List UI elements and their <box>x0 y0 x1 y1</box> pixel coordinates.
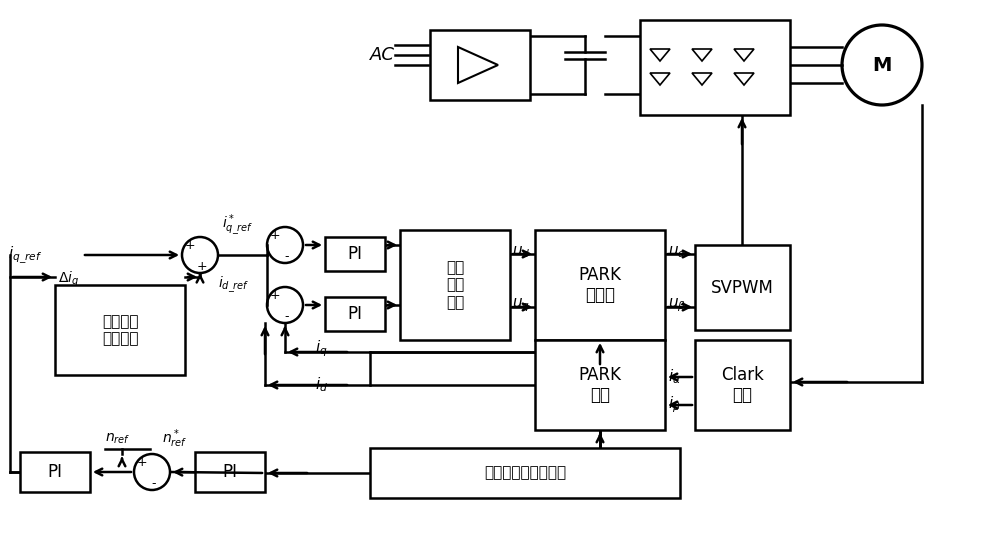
Text: Clark
变换: Clark 变换 <box>721 365 764 404</box>
Text: PI: PI <box>348 245 363 263</box>
FancyBboxPatch shape <box>535 230 665 340</box>
Text: PI: PI <box>223 463 238 481</box>
Text: -: - <box>285 250 289 263</box>
FancyBboxPatch shape <box>195 452 265 492</box>
Text: $u_\alpha$: $u_\alpha$ <box>668 244 687 260</box>
Text: -: - <box>152 477 156 490</box>
FancyBboxPatch shape <box>400 230 510 340</box>
Text: +: + <box>137 456 147 468</box>
Text: $i_\alpha$: $i_\alpha$ <box>668 368 681 387</box>
Text: $i_q$: $i_q$ <box>315 339 328 359</box>
FancyBboxPatch shape <box>430 30 530 100</box>
Text: $n_{ref}$: $n_{ref}$ <box>105 432 130 446</box>
Text: $n^*_{ref}$: $n^*_{ref}$ <box>162 428 187 450</box>
Text: $i_{d\_ref}$: $i_{d\_ref}$ <box>218 275 250 295</box>
Text: +: + <box>185 238 195 252</box>
Text: +: + <box>196 260 207 273</box>
Text: +: + <box>270 228 280 242</box>
Text: M: M <box>872 56 892 75</box>
Text: $i_\beta$: $i_\beta$ <box>668 395 681 416</box>
Text: PARK
变换: PARK 变换 <box>578 365 622 404</box>
FancyBboxPatch shape <box>640 20 790 115</box>
FancyBboxPatch shape <box>535 340 665 430</box>
Text: PARK
反变换: PARK 反变换 <box>578 266 622 304</box>
Text: $i_d$: $i_d$ <box>315 375 328 394</box>
FancyBboxPatch shape <box>695 245 790 330</box>
Text: PI: PI <box>48 463 63 481</box>
Text: 转速计算和位置估算: 转速计算和位置估算 <box>484 466 566 481</box>
FancyBboxPatch shape <box>325 237 385 271</box>
Text: $i^*_{q\_ref}$: $i^*_{q\_ref}$ <box>222 212 254 238</box>
Text: $u_\beta$: $u_\beta$ <box>668 296 686 314</box>
Text: +: + <box>270 289 280 301</box>
Text: AC: AC <box>370 46 395 64</box>
FancyBboxPatch shape <box>20 452 90 492</box>
FancyBboxPatch shape <box>325 297 385 331</box>
Text: SVPWM: SVPWM <box>711 278 774 296</box>
Text: -: - <box>285 310 289 323</box>
Text: PI: PI <box>348 305 363 323</box>
Text: 扭矩补偿
曲线计算: 扭矩补偿 曲线计算 <box>102 314 138 346</box>
Text: $u_q$: $u_q$ <box>512 296 530 314</box>
FancyBboxPatch shape <box>55 285 185 375</box>
Text: $i_{q\_ref}$: $i_{q\_ref}$ <box>8 245 42 266</box>
Text: 电压
矢量
控制: 电压 矢量 控制 <box>446 260 464 310</box>
FancyBboxPatch shape <box>370 448 680 498</box>
Text: $\Delta i_q$: $\Delta i_q$ <box>58 270 79 289</box>
FancyBboxPatch shape <box>695 340 790 430</box>
Text: $u_d$: $u_d$ <box>512 244 530 260</box>
